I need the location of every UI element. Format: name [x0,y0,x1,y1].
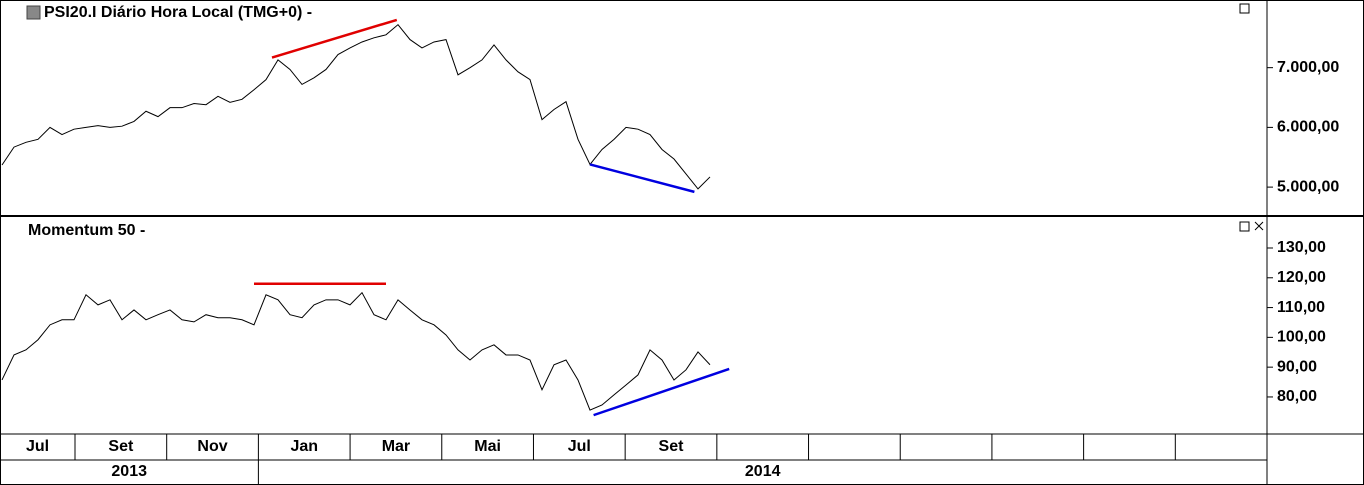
y-tick-label: 6.000,00 [1277,119,1339,136]
y-tick-label: 110,00 [1277,299,1325,316]
year-label: 2014 [745,463,781,480]
chart-title: Momentum 50 - [28,222,145,239]
x-tick-label: Jan [290,438,318,455]
trend-line [589,163,695,194]
close-button[interactable] [1254,221,1264,231]
y-tick-label: 90,00 [1277,358,1317,375]
trend-line [271,18,398,59]
x-tick-label: Set [659,438,685,455]
y-tick-label: 80,00 [1277,388,1317,405]
x-tick-label: Mar [382,438,410,455]
year-label: 2013 [111,463,147,480]
x-tick-label: Nov [197,438,227,455]
price-line [1,291,711,411]
maximize-button[interactable] [1239,3,1250,14]
y-tick-label: 100,00 [1277,329,1326,346]
trend-line [593,367,730,417]
y-tick-label: 120,00 [1277,269,1326,286]
x-tick-label: Mai [474,438,501,455]
chart-title: PSI20.I Diário Hora Local (TMG+0) - [44,4,312,21]
x-tick-label: Set [108,438,134,455]
price-line [1,23,711,190]
y-tick-label: 7.000,00 [1277,59,1339,76]
x-tick-label: Jul [26,438,49,455]
maximize-button[interactable] [1239,221,1250,232]
y-tick-label: 130,00 [1277,239,1326,256]
y-tick-label: 5.000,00 [1277,178,1339,195]
symbol-icon[interactable] [26,5,41,20]
x-tick-label: Jul [568,438,591,455]
